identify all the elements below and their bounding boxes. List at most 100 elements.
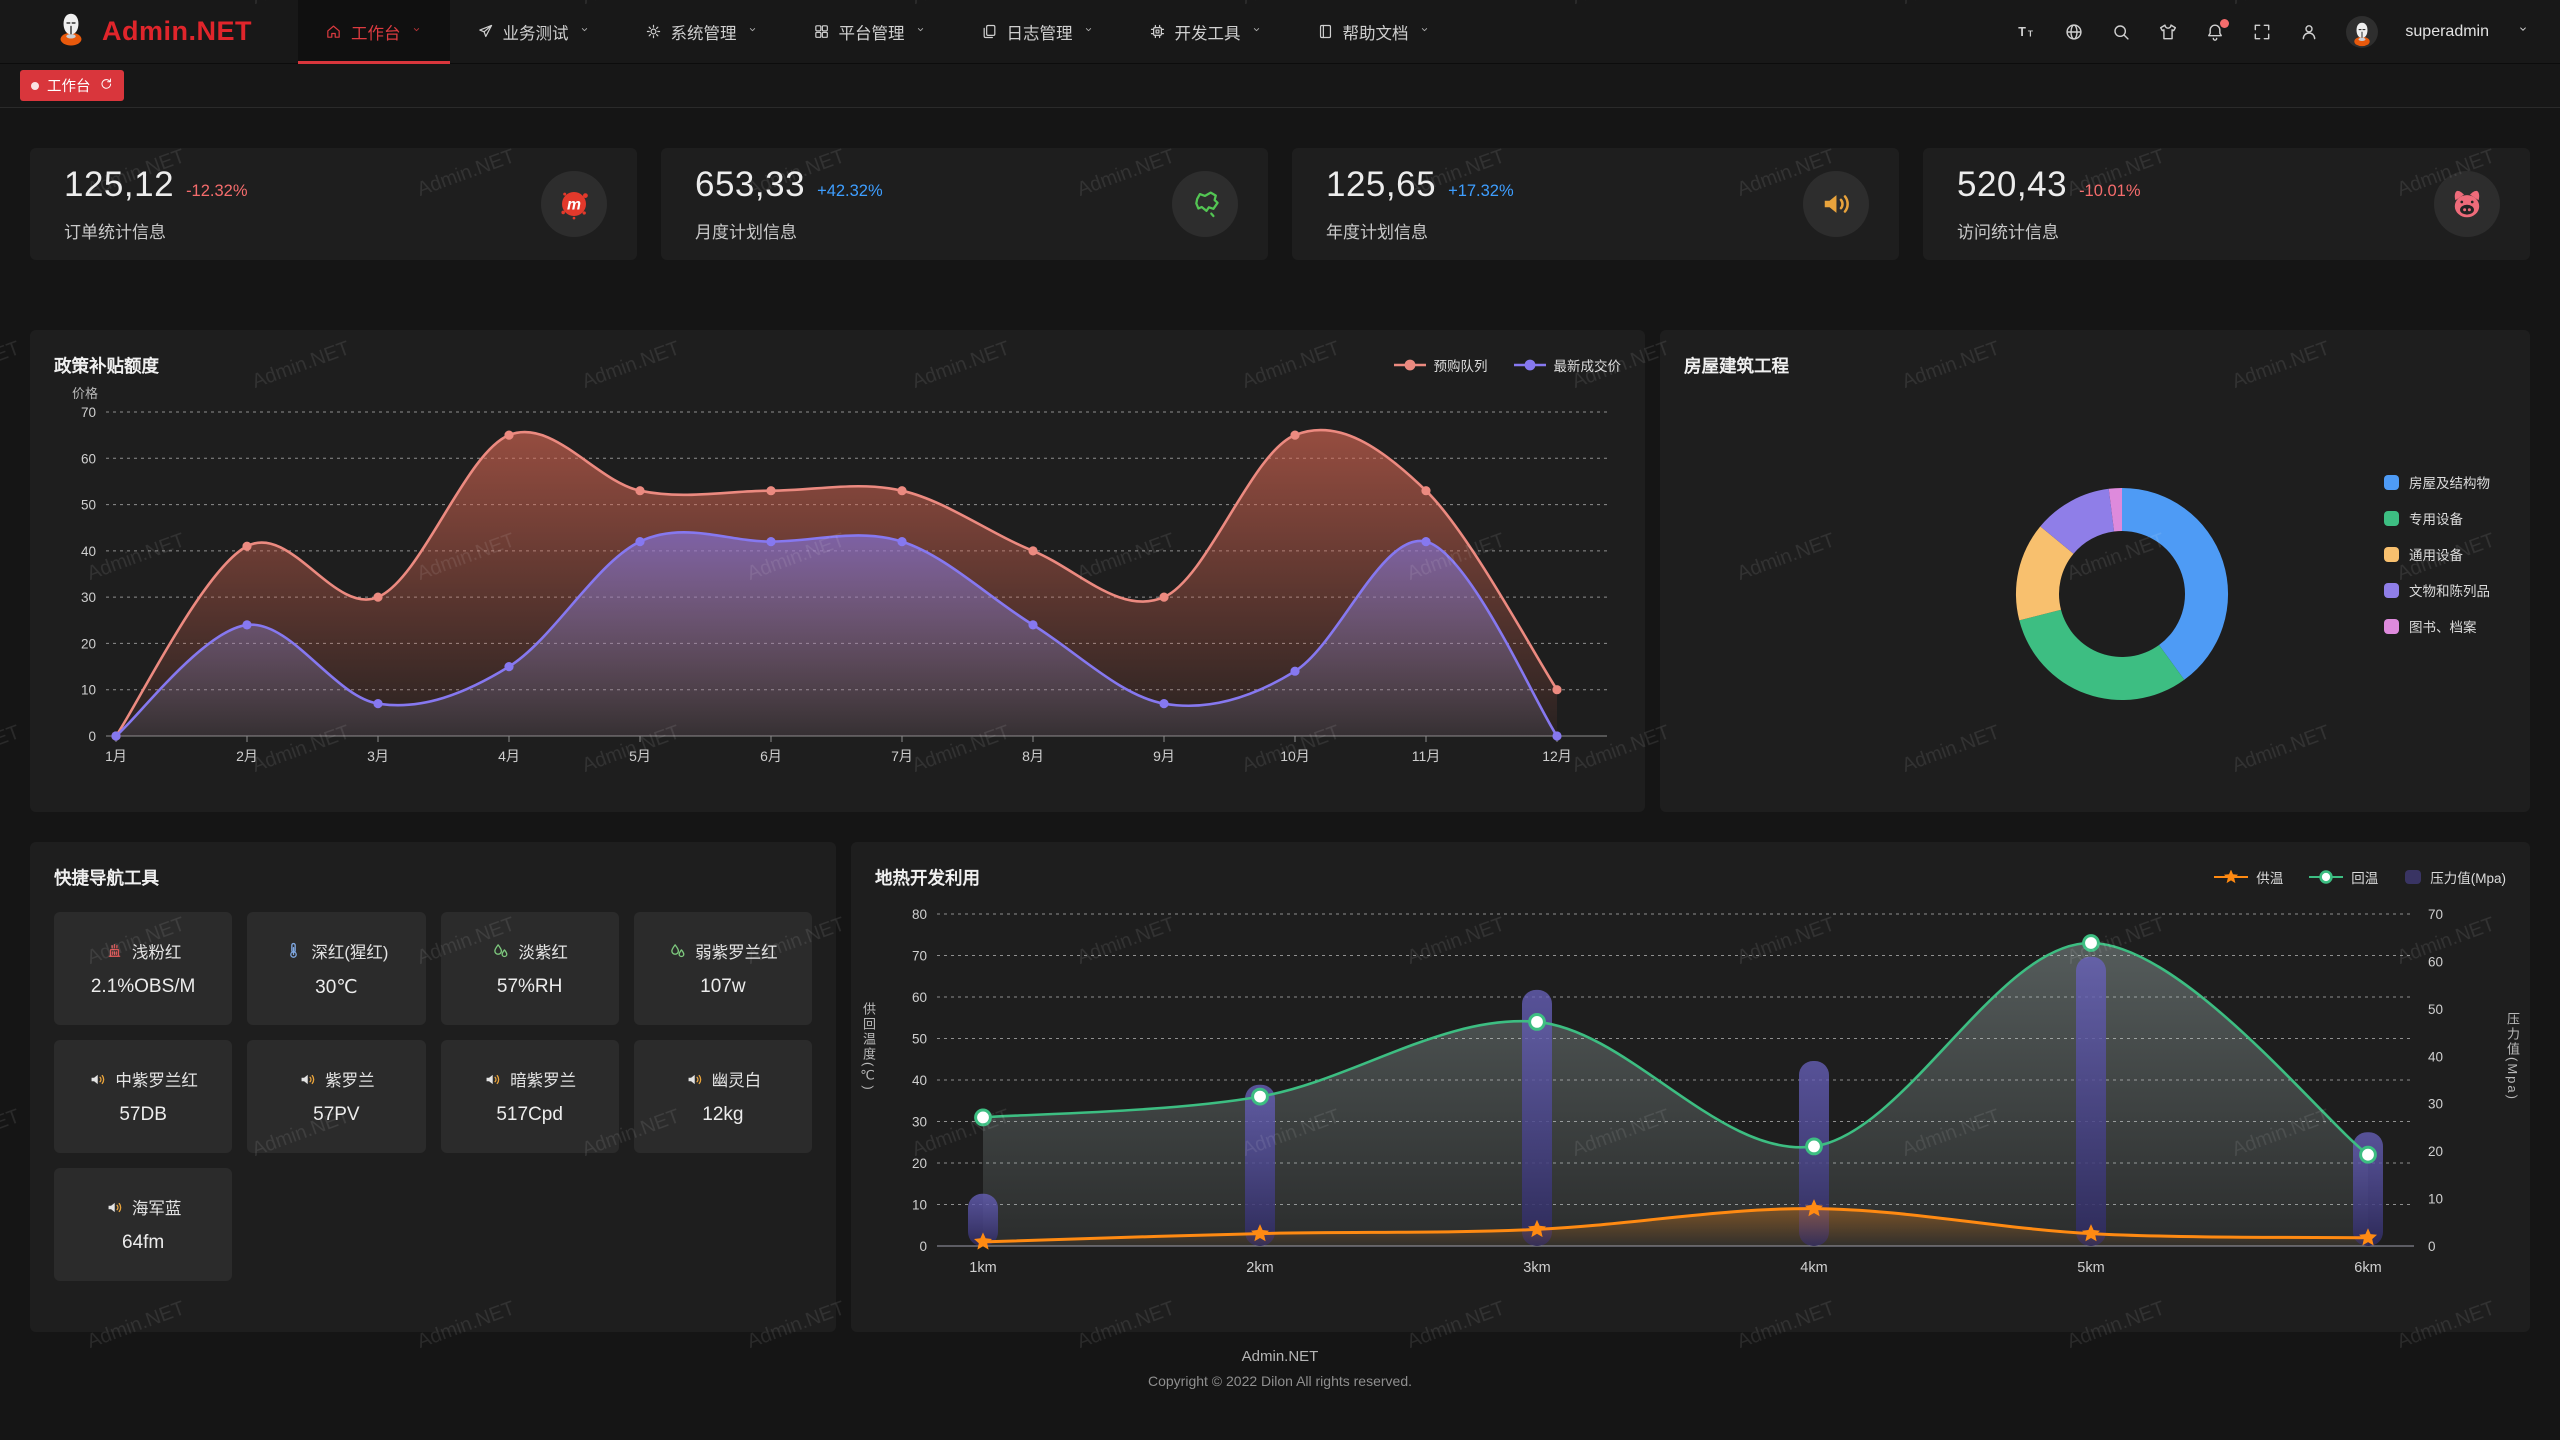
geo-legend-item-1[interactable]: 供温: [2214, 867, 2283, 887]
svg-text:5km: 5km: [2077, 1260, 2104, 1276]
search-button[interactable]: [2111, 22, 2131, 42]
geo-legend-item-2[interactable]: 回温: [2309, 867, 2378, 887]
menu-item-send[interactable]: 业务测试: [450, 0, 618, 63]
stats-row: 125,12 -12.32% 订单统计信息 m 653,33 +42.32% 月…: [30, 148, 2530, 260]
area-chart-svg: 价格 0 10 20 30 40 50 60 70 1月 2月 3月 4月 5月 6月 7月 8月 9月 10月 11…: [72, 386, 1607, 764]
geo-legend-item-3[interactable]: 压力值(Mpa): [2404, 867, 2506, 887]
pig-icon: [2454, 190, 2480, 218]
legend-item-series-2[interactable]: 最新成交价: [1513, 355, 1621, 375]
quick-nav-value: 57%RH: [496, 976, 563, 997]
panel-geo-chart: 地热开发利用 供温 回温 压力值(Mpa) 0 10 20 30 40 50 60 70 80 0…: [851, 842, 2530, 1332]
theme-button[interactable]: [2158, 22, 2178, 42]
profile-icon: [2303, 24, 2316, 39]
svg-text:20: 20: [2428, 1144, 2443, 1159]
quick-nav-value: 64fm: [122, 1232, 165, 1253]
svg-text:8月: 8月: [1022, 748, 1044, 764]
language-button[interactable]: [2064, 22, 2084, 42]
svg-text:3km: 3km: [1523, 1260, 1550, 1276]
svg-text:30: 30: [912, 1115, 927, 1130]
donut-legend-item-1[interactable]: 房屋及结构物: [2384, 472, 2490, 492]
chevron-down-icon: [1085, 28, 1091, 32]
footer-app-name: Admin.NET: [1241, 1348, 1319, 1365]
humidity-icon: [494, 943, 508, 957]
quick-nav-label: 中紫罗兰红: [115, 1072, 198, 1090]
donut-legend-item-4[interactable]: 文物和陈列品: [2384, 580, 2490, 600]
svg-text:20: 20: [81, 636, 96, 651]
svg-text:70: 70: [81, 405, 96, 420]
fullscreen-button[interactable]: [2252, 22, 2272, 42]
circle-line-glyph-icon: [2309, 870, 2344, 884]
menu-item-grid[interactable]: 平台管理: [786, 0, 954, 63]
svg-text:20: 20: [912, 1156, 927, 1171]
stat-card-3: 125,65 +17.32% 年度计划信息: [1292, 148, 1899, 260]
refresh-icon[interactable]: [99, 77, 113, 95]
panel-area-chart: 政策补贴额度 预购队列 最新成交价 价格 0 10 20 30 40 50 60 70 1月 2: [30, 330, 1645, 812]
svg-text:60: 60: [81, 451, 96, 466]
quick-nav-value: 12kg: [702, 1104, 744, 1125]
notification-button[interactable]: [2205, 18, 2230, 42]
menu-item-home[interactable]: 工作台: [298, 0, 450, 64]
thermometer-icon: [290, 942, 298, 958]
quick-nav-button-1[interactable]: 浅粉红 2.1%OBS/M: [54, 912, 233, 1025]
menu-item-cpu[interactable]: 开发工具: [1122, 0, 1290, 63]
quick-nav-button-3[interactable]: 淡紫红 57%RH: [440, 912, 619, 1025]
quick-nav-button-2[interactable]: 深红(猩红) 30℃: [247, 912, 426, 1025]
svg-text:3月: 3月: [367, 748, 389, 764]
chevron-down-icon: [413, 28, 419, 32]
menu-item-gear[interactable]: 系统管理: [618, 0, 786, 63]
donut-chart-title: 房屋建筑工程: [1684, 355, 1789, 376]
tab-workbench[interactable]: 工作台: [20, 70, 124, 101]
username[interactable]: superadmin: [2405, 22, 2489, 40]
menu-label: 业务测试: [502, 24, 569, 43]
book-icon: [1319, 24, 1331, 39]
user-menu-chevron-icon[interactable]: [2516, 22, 2530, 41]
speaker-icon: [486, 1074, 500, 1084]
legend-item-series-1[interactable]: 预购队列: [1393, 355, 1488, 375]
line-dot-glyph-icon: [1513, 359, 1546, 371]
geo-chart-title: 地热开发利用: [875, 867, 980, 888]
home-icon: [327, 25, 340, 38]
svg-text:0: 0: [88, 729, 96, 744]
chevron-down-icon: [1253, 28, 1259, 32]
svg-text:价格: 价格: [72, 386, 98, 401]
stat-label: 月度计划信息: [695, 223, 797, 242]
legend-swatch-icon: [2384, 582, 2399, 598]
donut-legend-item-2[interactable]: 专用设备: [2384, 508, 2490, 528]
geo-chart-svg: 0 10 20 30 40 50 60 70 80 0 10 20 30 40 50 60 70 1km 2km 3k…: [912, 907, 2443, 1276]
menu-item-doc[interactable]: 日志管理: [954, 0, 1122, 63]
quick-nav-button-8[interactable]: 幽灵白 12kg: [633, 1040, 812, 1153]
send-icon: [478, 24, 492, 38]
menu-label: 开发工具: [1174, 24, 1241, 43]
user-avatar[interactable]: [2346, 15, 2379, 48]
quick-nav-button-4[interactable]: 弱紫罗兰红 107w: [633, 912, 812, 1025]
geo-left-axis-name: 供回温度(℃): [861, 1002, 876, 1092]
panel-quick-nav: 快捷导航工具 浅粉红 2.1%OBS/M 深红(猩红) 30℃ 淡紫红 57%R…: [30, 842, 836, 1332]
svg-text:50: 50: [912, 1032, 927, 1047]
donut-legend-item-3[interactable]: 通用设备: [2384, 544, 2490, 564]
quick-nav-button-9[interactable]: 海军蓝 64fm: [54, 1168, 233, 1281]
line-dot-glyph-icon: [1393, 359, 1426, 371]
svg-text:30: 30: [81, 590, 96, 605]
quick-nav-button-5[interactable]: 中紫罗兰红 57DB: [54, 1040, 233, 1153]
svg-text:4月: 4月: [498, 748, 520, 764]
active-dot-icon: [31, 81, 39, 90]
quick-nav-value: 2.1%OBS/M: [90, 976, 196, 997]
bar-glyph-icon: [2405, 870, 2422, 884]
mascot-icon: [2354, 22, 2371, 46]
stat-value: 653,33: [695, 165, 806, 204]
quick-nav-button-6[interactable]: 紫罗兰 57PV: [247, 1040, 426, 1153]
quick-nav-value: 57PV: [313, 1104, 360, 1125]
menu-item-book[interactable]: 帮助文档: [1290, 0, 1458, 63]
donut-chart: [1684, 380, 2506, 785]
charts-row: 政策补贴额度 预购队列 最新成交价 价格 0 10 20 30 40 50 60 70 1月 2: [30, 330, 2530, 812]
quick-nav-title: 快捷导航工具: [54, 867, 159, 888]
quick-nav-button-7[interactable]: 暗紫罗兰 517Cpd: [440, 1040, 619, 1153]
donut-legend-item-5[interactable]: 图书、档案: [2384, 616, 2490, 636]
quick-nav-value: 30℃: [315, 976, 358, 998]
profile-button[interactable]: [2299, 22, 2319, 42]
grid-icon: [814, 25, 828, 38]
quick-nav-label: 弱紫罗兰红: [695, 944, 778, 962]
quick-nav-value: 517Cpd: [496, 1104, 563, 1125]
app-logo[interactable]: Admin.NET: [0, 0, 298, 63]
